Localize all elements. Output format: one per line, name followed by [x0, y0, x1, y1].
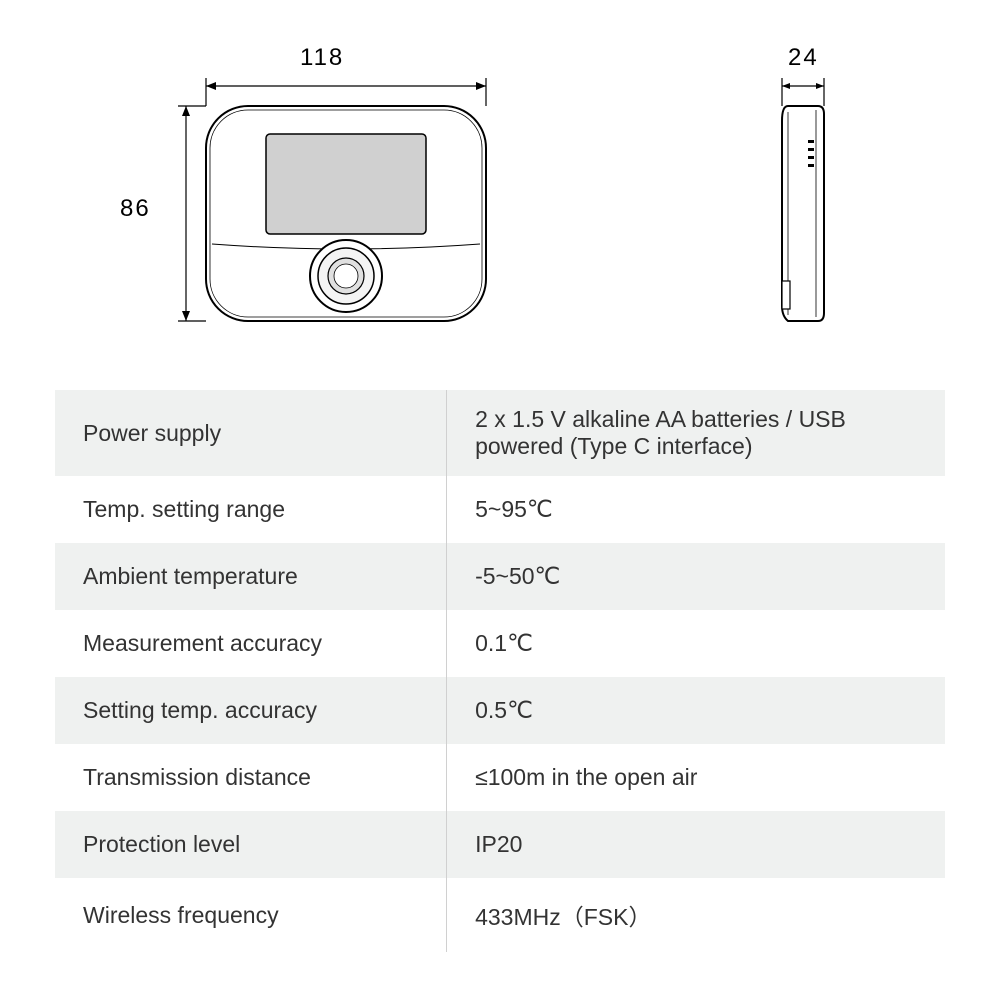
spec-label: Ambient temperature [55, 543, 447, 610]
spec-table: Power supply 2 x 1.5 V alkaline AA batte… [55, 390, 945, 952]
front-view-svg [150, 50, 510, 350]
spec-label: Wireless frequency [55, 878, 447, 952]
spec-value: -5~50℃ [447, 543, 945, 610]
dim-height-label: 86 [120, 195, 151, 223]
table-row: Ambient temperature -5~50℃ [55, 543, 945, 610]
spec-value: 2 x 1.5 V alkaline AA batteries / USB po… [447, 390, 945, 476]
spec-value: IP20 [447, 811, 945, 878]
spec-label: Protection level [55, 811, 447, 878]
table-row: Transmission distance ≤100m in the open … [55, 744, 945, 811]
table-row: Wireless frequency 433MHz（FSK） [55, 878, 945, 952]
spec-label: Temp. setting range [55, 476, 447, 543]
table-row: Measurement accuracy 0.1℃ [55, 610, 945, 677]
table-row: Power supply 2 x 1.5 V alkaline AA batte… [55, 390, 945, 476]
dim-width-label: 118 [300, 44, 344, 72]
spec-label: Measurement accuracy [55, 610, 447, 677]
side-view: 24 [770, 50, 860, 355]
dim-depth-label: 24 [788, 44, 819, 72]
table-row: Temp. setting range 5~95℃ [55, 476, 945, 543]
table-row: Setting temp. accuracy 0.5℃ [55, 677, 945, 744]
spec-value: 5~95℃ [447, 476, 945, 543]
diagram-area: 118 [0, 20, 1000, 370]
spec-label: Setting temp. accuracy [55, 677, 447, 744]
spec-value: ≤100m in the open air [447, 744, 945, 811]
spec-value: 433MHz（FSK） [447, 878, 945, 952]
spec-label: Transmission distance [55, 744, 447, 811]
spec-label: Power supply [55, 390, 447, 476]
front-view: 118 [150, 50, 510, 355]
spec-value: 0.1℃ [447, 610, 945, 677]
side-view-svg [770, 50, 860, 350]
spec-value: 0.5℃ [447, 677, 945, 744]
table-row: Protection level IP20 [55, 811, 945, 878]
